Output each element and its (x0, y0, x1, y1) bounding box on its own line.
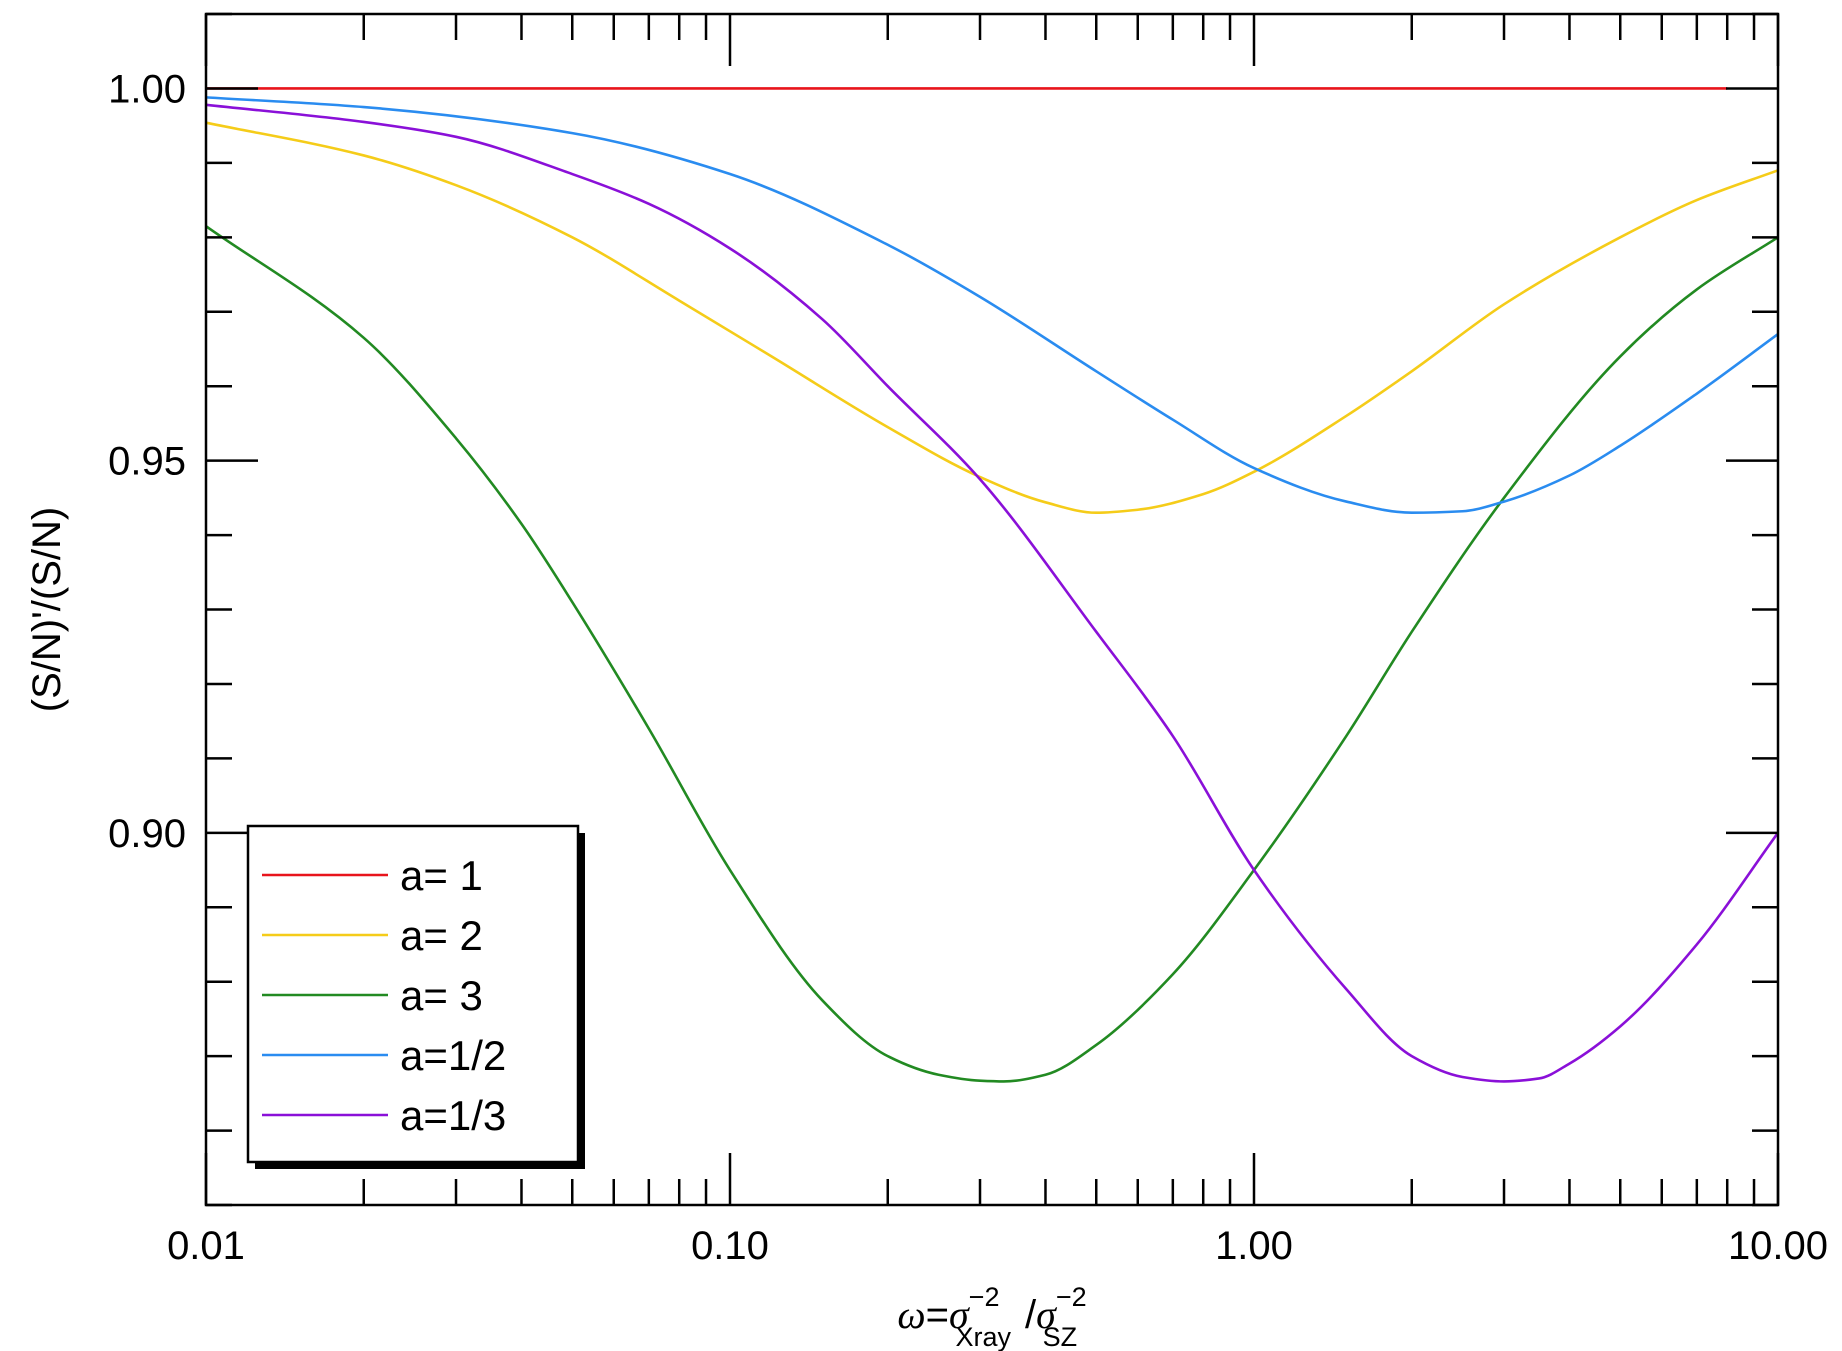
x-label-sigma-xray: σ (949, 1292, 970, 1337)
legend-items: a= 1 a= 2 a= 3 a=1/2 a=1/3 (262, 852, 506, 1139)
x-label-sub-sz: SZ (1043, 1322, 1078, 1351)
x-label-sup-xray: −2 (969, 1282, 1000, 1312)
series-line-4 (205, 96, 1779, 515)
series-line-3 (205, 225, 1779, 1083)
legend: a= 1 a= 2 a= 3 a=1/2 a=1/3 (246, 824, 585, 1169)
legend-label-5: a=1/3 (400, 1092, 506, 1139)
legend-label-1: a= 1 (400, 852, 483, 899)
x-label-eq: = (926, 1293, 949, 1337)
series-layer (205, 87, 1780, 1083)
x-axis-label: ω=σ−2 Xray/σ−2 SZ (897, 1282, 1086, 1351)
y-tick-label: 0.95 (108, 440, 186, 484)
y-axis-label: (S/N)'/(S/N) (25, 507, 69, 712)
x-label-sub-xray: Xray (955, 1322, 1011, 1351)
x-tick-label: 1.00 (1215, 1224, 1293, 1268)
series-line-2 (205, 121, 1779, 515)
x-label-slash: / (1025, 1293, 1037, 1337)
x-tick-label: 0.01 (167, 1224, 245, 1268)
tick-layer (204, 12, 1780, 1207)
series-line-5 (205, 103, 1780, 1083)
x-label-omega: ω (897, 1292, 925, 1337)
tick-label-layer: 0.01 0.10 1.00 10.00 0.90 0.95 1.00 (108, 67, 1828, 1268)
y-tick-label: 0.90 (108, 812, 186, 856)
x-label-sup-sz: −2 (1056, 1282, 1087, 1312)
legend-label-4: a=1/2 (400, 1032, 506, 1079)
x-tick-label: 10.00 (1728, 1224, 1828, 1268)
x-tick-label: 0.10 (691, 1224, 769, 1268)
plot-frame (204, 12, 1780, 1207)
legend-label-2: a= 2 (400, 912, 483, 959)
y-tick-label: 1.00 (108, 67, 186, 111)
x-label-sigma-sz: σ (1036, 1292, 1057, 1337)
legend-label-3: a= 3 (400, 972, 483, 1019)
